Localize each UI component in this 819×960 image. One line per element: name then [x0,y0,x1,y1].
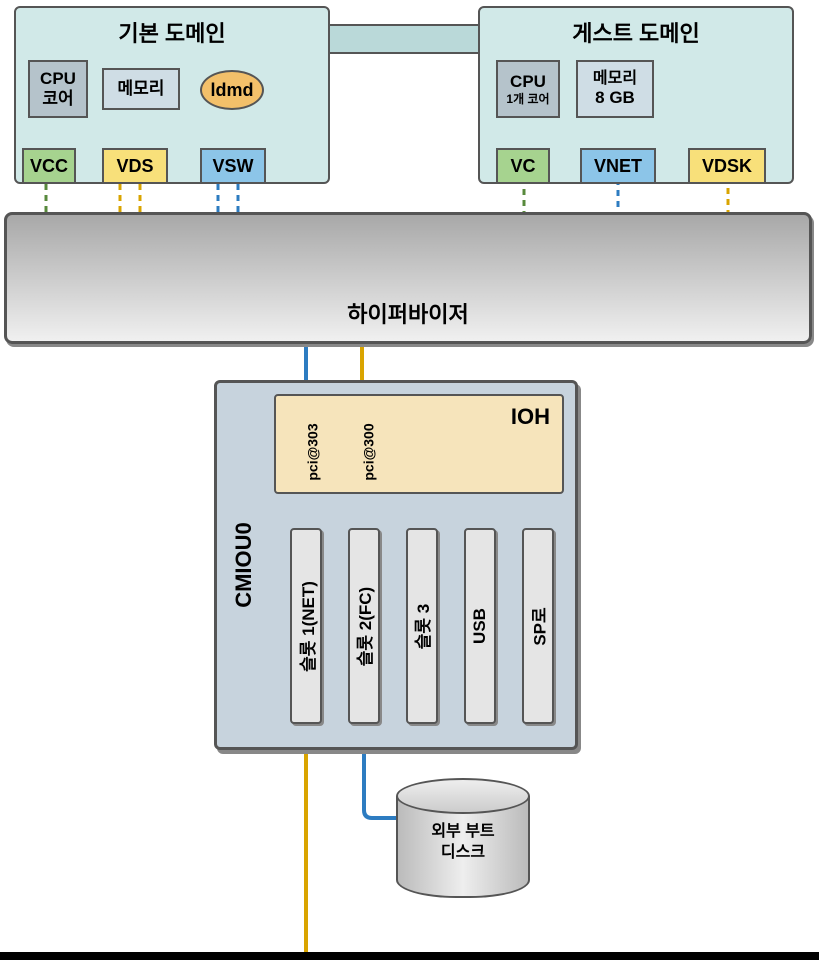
network-line [0,952,819,960]
pci303-label: pci@303 [305,423,321,480]
vdsk-chip: VDSK [688,148,766,184]
hypervisor-box: 하이퍼바이저 [4,212,812,344]
diagram-root: 하이퍼바이저 기본 도메인 CPU 코어 메모리 ldmd VCC VDS VS… [0,0,819,960]
external-boot-disk: 외부 부트 디스크 [396,778,530,898]
slot-3: 슬롯 3 [406,528,438,724]
pci300-label: pci@300 [361,423,377,480]
cpu-box: CPU 코어 [28,60,88,118]
vsw-chip: VSW [200,148,266,184]
guest-cpu-box: CPU 1개 코어 [496,60,560,118]
primary-domain-title: 기본 도메인 [16,8,328,60]
guest-domain: 게스트 도메인 CPU 1개 코어 메모리 8 GB VC VNET VDSK [478,6,794,184]
primary-domain: 기본 도메인 CPU 코어 메모리 ldmd VCC VDS VSW [14,6,330,184]
slot-sp: SP로 [522,528,554,724]
slot-1-net: 슬롯 1(NET) [290,528,322,724]
ldmd-oval: ldmd [200,70,264,110]
vnet-chip: VNET [580,148,656,184]
hypervisor-label: 하이퍼바이저 [347,297,468,329]
memory-box: 메모리 [102,68,180,110]
ioh-label: IOH [511,404,550,430]
cmiou-label: CMIOU0 [231,522,257,608]
vcc-chip: VCC [22,148,76,184]
vds-chip: VDS [102,148,168,184]
vc-chip: VC [496,148,550,184]
guest-memory-box: 메모리 8 GB [576,60,654,118]
guest-domain-title: 게스트 도메인 [480,8,792,60]
slot-usb: USB [464,528,496,724]
domain-bridge [330,24,478,54]
slot-2-fc: 슬롯 2(FC) [348,528,380,724]
